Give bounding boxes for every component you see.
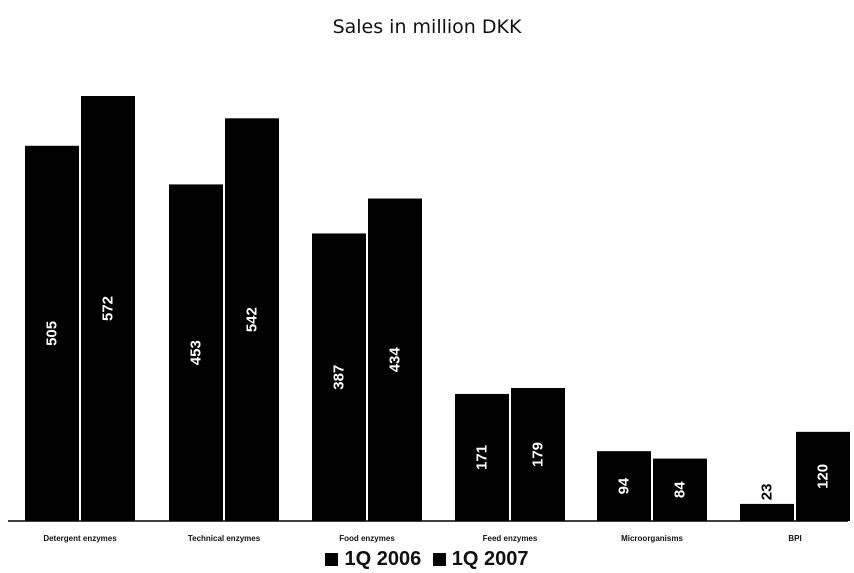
x-tick-label-detergent-enzymes: Detergent enzymes bbox=[43, 534, 117, 543]
value-label-microorganisms-1q-2007: 84 bbox=[672, 481, 689, 498]
value-label-microorganisms-1q-2006: 94 bbox=[616, 477, 633, 494]
value-label-technical-enzymes-1q-2006: 453 bbox=[188, 340, 205, 365]
bar-bpi-1q-2007 bbox=[796, 431, 850, 521]
bars-group: 505 572 453 542 387 434 171 179 94 84 23 120 bbox=[25, 96, 850, 521]
value-label-food-enzymes-1q-2006: 387 bbox=[331, 365, 348, 390]
legend: 1Q 2006 1Q 2007 bbox=[0, 548, 854, 572]
value-label-technical-enzymes-1q-2007: 542 bbox=[244, 307, 261, 332]
x-tick-label-technical-enzymes: Technical enzymes bbox=[188, 534, 261, 543]
value-label-bpi-1q-2007: 120 bbox=[815, 464, 832, 489]
legend-item-1q-2007: 1Q 2007 bbox=[432, 548, 529, 571]
value-label-feed-enzymes-1q-2006: 171 bbox=[474, 445, 491, 470]
value-label-food-enzymes-1q-2007: 434 bbox=[387, 347, 404, 373]
legend-swatch-1q-2006 bbox=[325, 553, 339, 566]
bar-microorganisms-1q-2006 bbox=[597, 451, 651, 521]
x-tick-label-feed-enzymes: Feed enzymes bbox=[483, 534, 538, 543]
x-tick-labels: Detergent enzymes Technical enzymes Food e… bbox=[43, 534, 801, 543]
value-label-bpi-1q-2006: 23 bbox=[759, 484, 776, 501]
bar-detergent-enzymes-1q-2006 bbox=[25, 145, 79, 521]
bar-technical-enzymes-1q-2006 bbox=[169, 184, 223, 521]
chart-title: Sales in million DKK bbox=[332, 16, 522, 38]
bar-microorganisms-1q-2007 bbox=[653, 458, 707, 521]
value-label-feed-enzymes-1q-2007: 179 bbox=[530, 442, 547, 467]
bar-detergent-enzymes-1q-2007 bbox=[81, 96, 135, 521]
bar-food-enzymes-1q-2007 bbox=[368, 198, 422, 521]
value-label-detergent-enzymes-1q-2006: 505 bbox=[44, 321, 61, 346]
bar-feed-enzymes-1q-2007 bbox=[511, 388, 565, 521]
legend-label-1q-2007: 1Q 2007 bbox=[451, 548, 529, 570]
x-tick-label-bpi: BPI bbox=[788, 534, 801, 543]
legend-label-1q-2006: 1Q 2006 bbox=[344, 548, 422, 570]
legend-item-1q-2006: 1Q 2006 bbox=[325, 548, 421, 571]
bar-bpi-1q-2006 bbox=[740, 503, 794, 521]
bar-technical-enzymes-1q-2007 bbox=[225, 118, 279, 521]
legend-swatch-1q-2007 bbox=[432, 553, 446, 566]
x-tick-label-microorganisms: Microorganisms bbox=[621, 534, 683, 543]
x-tick-label-food-enzymes: Food enzymes bbox=[339, 534, 395, 543]
value-label-detergent-enzymes-1q-2007: 572 bbox=[100, 296, 117, 321]
bar-feed-enzymes-1q-2006 bbox=[455, 393, 509, 521]
bar-food-enzymes-1q-2006 bbox=[312, 233, 366, 521]
